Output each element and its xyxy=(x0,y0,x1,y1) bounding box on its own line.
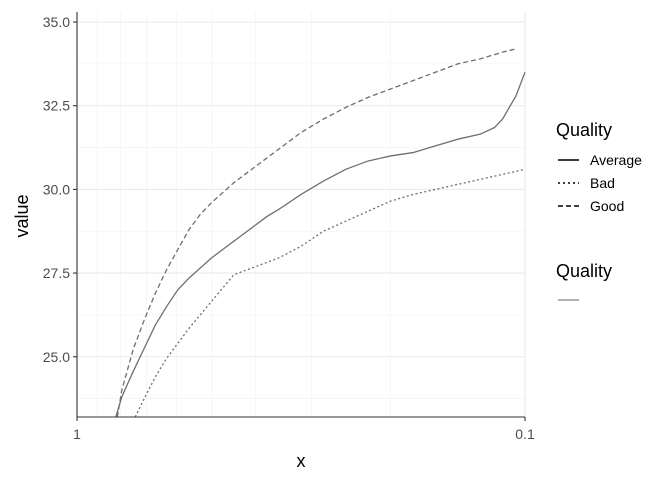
series-lines xyxy=(115,48,526,418)
legend-label-bad: Bad xyxy=(590,175,615,191)
legend-entry-bad: Bad xyxy=(558,175,615,191)
y-tick-label-1: 27.5 xyxy=(43,265,70,281)
legend-2-title: Quality xyxy=(556,261,612,281)
legend-quality-colour: Quality xyxy=(556,261,612,301)
legend-label-good: Good xyxy=(590,198,624,214)
legend-1-title: Quality xyxy=(556,120,612,140)
y-tick-label-4: 35.0 xyxy=(43,14,70,30)
y-tick-label-0: 25.0 xyxy=(43,349,70,365)
x-tick-label-1: 0.1 xyxy=(515,426,535,442)
y-axis-title: value xyxy=(12,194,32,237)
y-tick-label-2: 30.0 xyxy=(43,181,70,197)
series-line-bad xyxy=(134,168,526,418)
y-tick-label-3: 32.5 xyxy=(43,98,70,114)
x-tick-label-0: 1 xyxy=(73,426,81,442)
legend-entry-average: Average xyxy=(558,152,642,168)
series-line-good xyxy=(116,48,517,418)
series-line-average xyxy=(115,72,526,418)
legend-entry-good: Good xyxy=(558,198,624,214)
axes xyxy=(73,12,526,421)
legend-label-average: Average xyxy=(590,152,642,168)
x-axis-title: x xyxy=(297,451,306,471)
tick-labels: 25.0 27.5 30.0 32.5 35.0 1 0.1 xyxy=(43,14,535,442)
legend-quality-linetype: Quality Average Bad Good xyxy=(556,120,642,214)
